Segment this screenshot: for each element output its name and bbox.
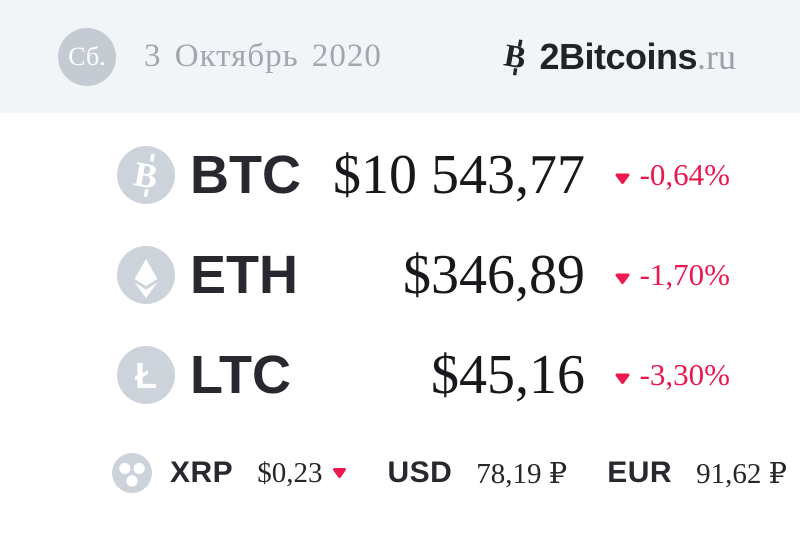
date-label: 3 Октябрь 2020 <box>144 38 382 74</box>
bitcoin-icon: B <box>117 146 175 204</box>
change-block: -0,64% <box>585 157 730 193</box>
header: Сб. 3 Октябрь 2020 B 2Bitcoins .ru <box>0 0 800 113</box>
xrp-ticker-label: XRP <box>170 456 234 489</box>
price-value: $346,89 <box>403 244 585 306</box>
logo-tld: .ru <box>697 36 736 77</box>
change-value: -1,70% <box>639 257 730 292</box>
price-value: $45,16 <box>431 344 585 406</box>
day-abbr-label: Сб. <box>68 41 106 71</box>
litecoin-icon: Ł <box>117 346 175 404</box>
usd-label: USD <box>387 456 453 489</box>
bitcoin-logo-icon: B <box>500 35 530 79</box>
ticker-label: BTC <box>190 145 301 205</box>
eur-label: EUR <box>607 456 673 489</box>
usd-rate-value: 78,19 ₽ <box>476 457 568 490</box>
coin-rows: B BTC $10 543,77 -0,64% <box>0 113 800 425</box>
crypto-row-btc: B BTC $10 543,77 -0,64% <box>117 125 730 225</box>
change-block: -1,70% <box>585 257 730 293</box>
day-badge: Сб. <box>58 27 116 86</box>
crypto-row-ltc: Ł LTC $45,16 -3,30% <box>117 325 730 425</box>
xrp-price-value: $0,23 <box>257 456 323 489</box>
ripple-icon <box>112 453 152 493</box>
change-value: -0,64% <box>639 157 730 192</box>
eur-rate-value: 91,62 ₽ <box>696 457 788 490</box>
ethereum-icon <box>117 246 175 304</box>
crypto-row-eth: ETH $346,89 -1,70% <box>117 225 730 325</box>
price-value: $10 543,77 <box>333 144 585 206</box>
svg-text:Ł: Ł <box>135 355 157 396</box>
change-block: -3,30% <box>585 357 730 393</box>
ticker-label: ETH <box>190 245 298 305</box>
triangle-down-icon <box>614 257 631 293</box>
triangle-down-icon <box>332 467 347 479</box>
logo-name: 2Bitcoins <box>539 35 697 77</box>
footer-rates: XRP $0,23 USD 78,19 ₽ EUR 91,62 ₽ <box>0 453 800 493</box>
triangle-down-icon <box>614 357 631 393</box>
change-value: -3,30% <box>639 357 730 392</box>
triangle-down-icon <box>614 157 631 193</box>
site-logo[interactable]: B 2Bitcoins .ru <box>500 35 736 79</box>
ticker-label: LTC <box>190 345 291 405</box>
